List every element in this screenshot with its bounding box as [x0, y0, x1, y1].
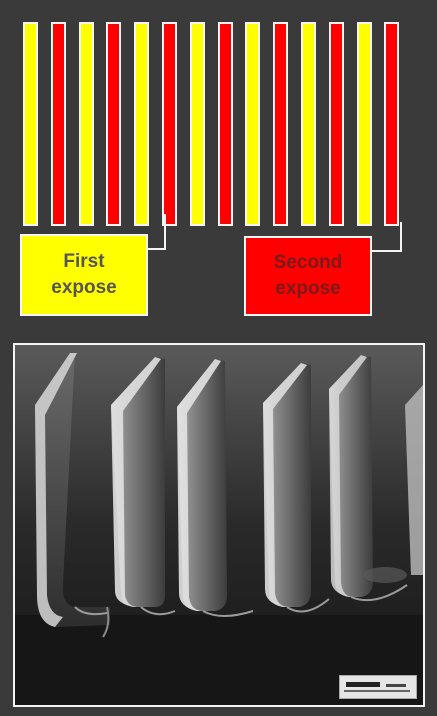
stripe-yellow-7: [189, 22, 205, 226]
stripe-red-6: [162, 22, 177, 226]
stripe-red-8: [217, 22, 233, 226]
sem-micrograph: [13, 343, 425, 707]
second-expose-label-line1: Second: [273, 252, 343, 274]
first-expose-box: First expose: [20, 234, 148, 316]
stripe-red-10: [273, 22, 289, 226]
stripe-red-4: [106, 22, 122, 226]
first-expose-label-line1: First: [63, 251, 105, 273]
second-expose-bracket: [372, 222, 402, 252]
stripe-red-2: [50, 22, 66, 226]
sem-image: [15, 345, 423, 705]
stripe-yellow-11: [301, 22, 316, 226]
stripe-yellow-3: [78, 22, 94, 226]
exposure-stripe-pattern: [0, 0, 437, 240]
stripe-red-14: [384, 22, 400, 226]
first-expose-label-line2: expose: [51, 277, 117, 298]
first-expose-bracket: [148, 214, 166, 250]
second-expose-box: Second expose: [244, 236, 372, 316]
stripe-yellow-9: [245, 22, 261, 226]
stripe-yellow-1: [23, 22, 38, 226]
stripe-yellow-13: [356, 22, 372, 226]
second-expose-label-line2: expose: [275, 278, 341, 299]
scale-bar-icon: [339, 675, 417, 699]
stripe-red-12: [328, 22, 344, 226]
stripe-yellow-5: [134, 22, 150, 226]
sem-pillars: [35, 353, 423, 638]
